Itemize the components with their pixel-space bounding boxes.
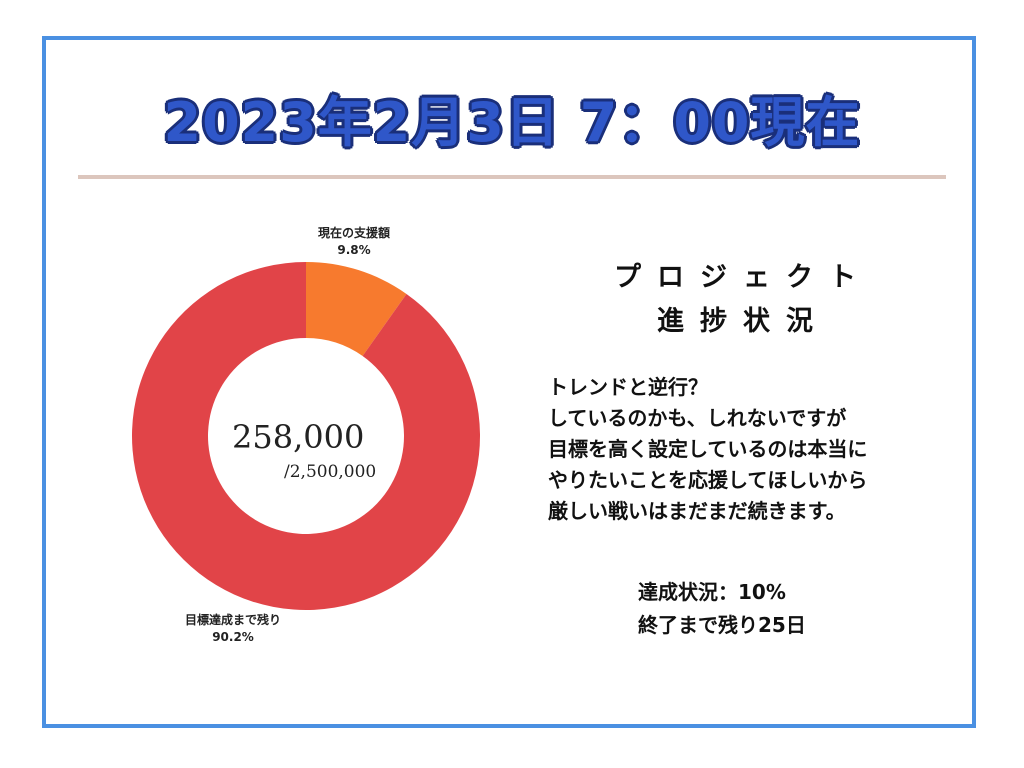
- donut-chart: [132, 262, 481, 610]
- status-remaining-days: 終了まで残り25日: [638, 613, 806, 637]
- divider-line: [78, 175, 946, 179]
- message-body: トレンドと逆行？ しているのかも、しれないですが 目標を高く設定しているのは本当…: [548, 372, 867, 527]
- status-summary: 達成状況：10% 終了まで残り25日: [638, 576, 806, 642]
- status-achievement: 達成状況：10%: [638, 580, 786, 604]
- slice-label-remaining: 目標達成まで残り 90.2%: [185, 612, 281, 646]
- slice-label-remaining-pct: 90.2%: [212, 630, 254, 644]
- message-line: 目標を高く設定しているのは本当に: [548, 437, 868, 461]
- project-title-line-2: 進捗状況: [657, 306, 829, 337]
- slice-label-current-pct: 9.8%: [337, 243, 371, 257]
- message-line: トレンドと逆行？: [548, 375, 708, 399]
- project-title-line-1: プロジェクト: [614, 262, 872, 293]
- slice-label-current-name: 現在の支援額: [318, 226, 391, 240]
- slice-current-support: [306, 262, 407, 356]
- message-line: やりたいことを応援してほしいから: [548, 468, 868, 492]
- slice-label-remaining-name: 目標達成まで残り: [185, 613, 282, 627]
- center-total: /2,500,000: [284, 462, 377, 482]
- headline-date: 2023年2月3日 7：00現在: [162, 90, 861, 156]
- message-line: しているのかも、しれないですが: [548, 406, 847, 430]
- message-line: 厳しい戦いはまだまだ続きます。: [548, 499, 846, 523]
- project-title: プロジェクト 進捗状況: [590, 256, 880, 344]
- slice-remaining-goal: [132, 262, 481, 610]
- center-value: 258,000: [232, 418, 365, 456]
- slice-label-current: 現在の支援額 9.8%: [318, 225, 390, 259]
